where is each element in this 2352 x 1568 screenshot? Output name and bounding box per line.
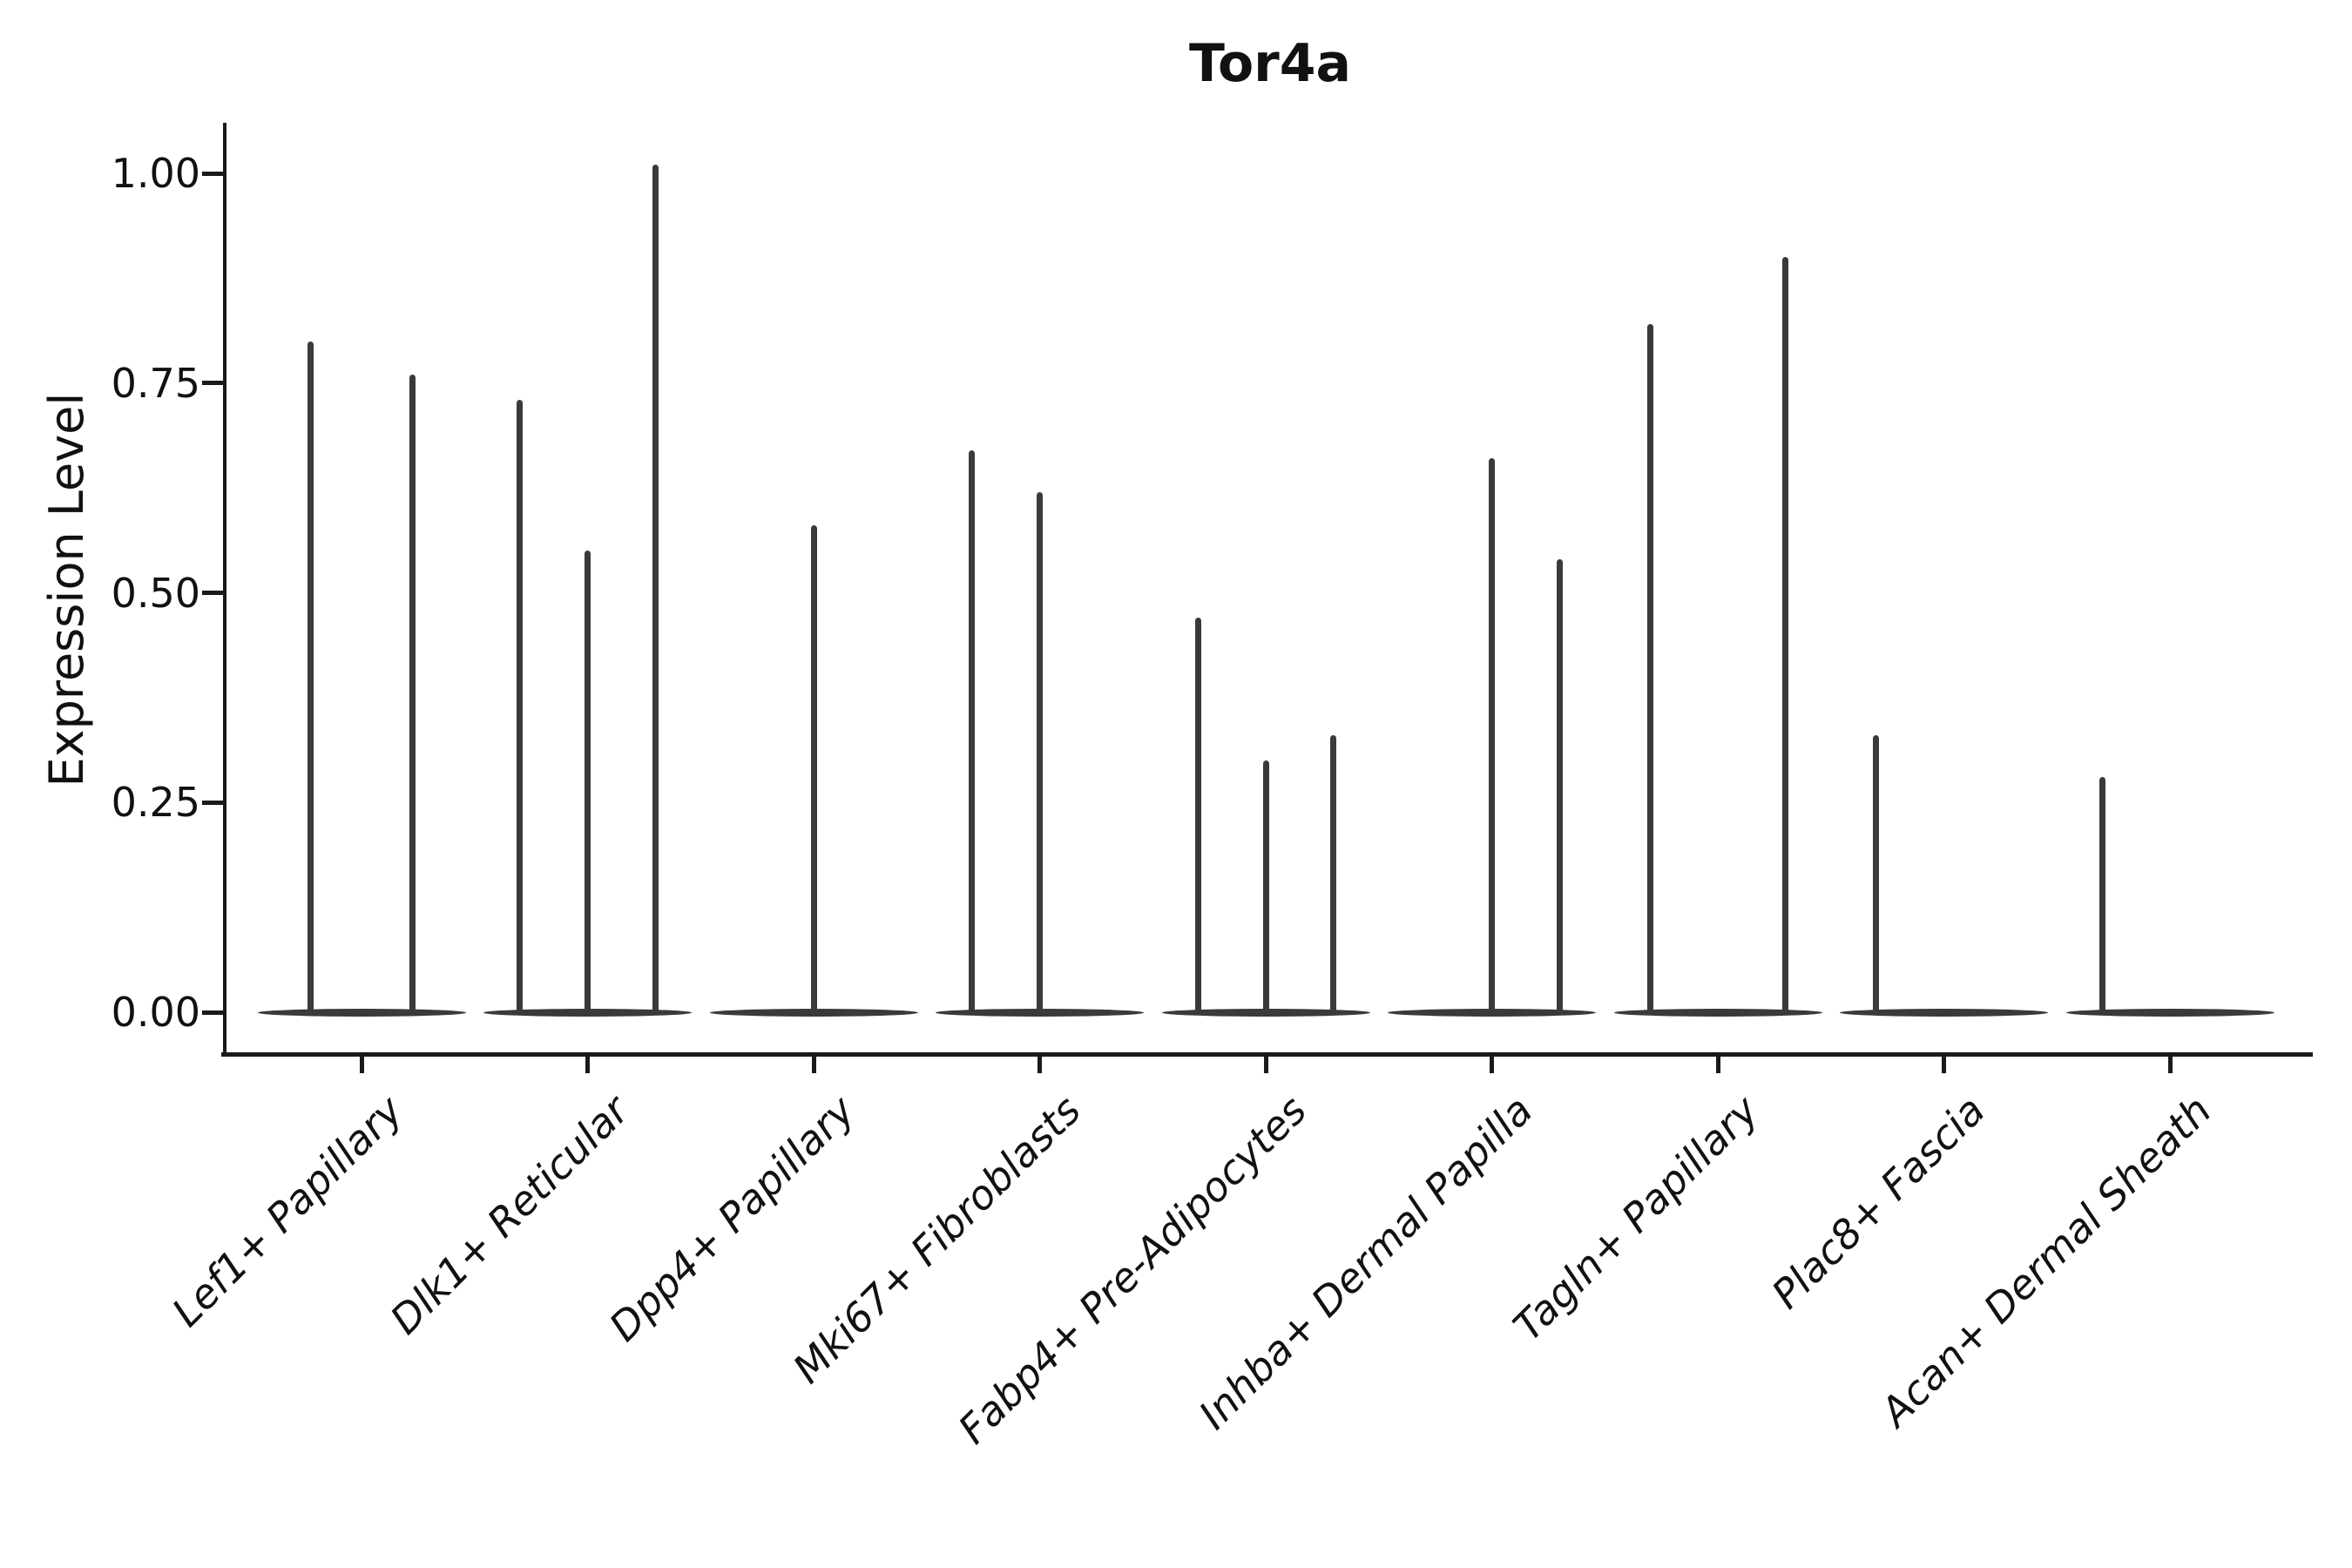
- violin-spike: [409, 375, 416, 1015]
- y-tick-label: 0.50: [111, 569, 200, 617]
- y-axis-line: [223, 123, 226, 1057]
- violin-base: [257, 1008, 466, 1017]
- violin-spike: [1782, 257, 1789, 1015]
- violin-base: [1613, 1008, 1822, 1017]
- y-axis-tick: [202, 800, 223, 805]
- x-tick-label: Dlk1+ Reticular: [381, 1086, 638, 1343]
- violin-spike: [308, 341, 314, 1015]
- x-tick-label: Plac8+ Fascia: [1762, 1086, 1994, 1318]
- plot-title: Tor4a: [1188, 33, 1351, 94]
- x-axis-tick: [1263, 1056, 1268, 1073]
- violin-spike: [969, 449, 976, 1015]
- y-tick-label: 1.00: [111, 150, 200, 197]
- violin-spike: [1194, 618, 1201, 1015]
- violin-spike: [1037, 491, 1043, 1015]
- violin-spike: [1646, 324, 1653, 1015]
- x-tick-label: Dpp4+ Papillary: [599, 1086, 864, 1350]
- x-axis-line: [221, 1052, 2313, 1057]
- y-tick-label: 0.00: [111, 989, 200, 1036]
- y-axis-tick: [202, 1010, 223, 1015]
- x-axis-tick: [585, 1056, 590, 1073]
- y-axis-tick: [202, 171, 223, 176]
- x-axis-tick: [1715, 1056, 1720, 1073]
- violin-spike: [1489, 458, 1495, 1015]
- violin-spike: [652, 165, 659, 1015]
- y-tick-label: 0.75: [111, 359, 200, 407]
- x-axis-tick: [359, 1056, 364, 1073]
- x-axis-tick: [811, 1056, 816, 1073]
- violin-base: [2065, 1008, 2274, 1017]
- x-tick-label: Lef1+ Papillary: [162, 1086, 412, 1336]
- y-axis-tick: [202, 591, 223, 595]
- x-axis-tick: [2167, 1056, 2173, 1073]
- y-axis-tick: [202, 381, 223, 386]
- violin-base: [1840, 1008, 2048, 1017]
- violin-spike: [1556, 558, 1563, 1015]
- violin-spike: [2099, 777, 2105, 1015]
- x-axis-tick: [1942, 1056, 1946, 1073]
- violin-spike: [1873, 735, 1880, 1015]
- violin-spike: [810, 525, 817, 1015]
- x-tick-label: Tagln+ Papillary: [1504, 1086, 1768, 1350]
- x-axis-tick: [1490, 1056, 1494, 1073]
- violin-spike: [585, 551, 591, 1015]
- violin-spike: [1262, 760, 1269, 1015]
- violin-spike: [517, 400, 524, 1015]
- y-tick-label: 0.25: [111, 779, 200, 827]
- violin-spike: [1330, 735, 1337, 1015]
- x-axis-tick: [1037, 1056, 1042, 1073]
